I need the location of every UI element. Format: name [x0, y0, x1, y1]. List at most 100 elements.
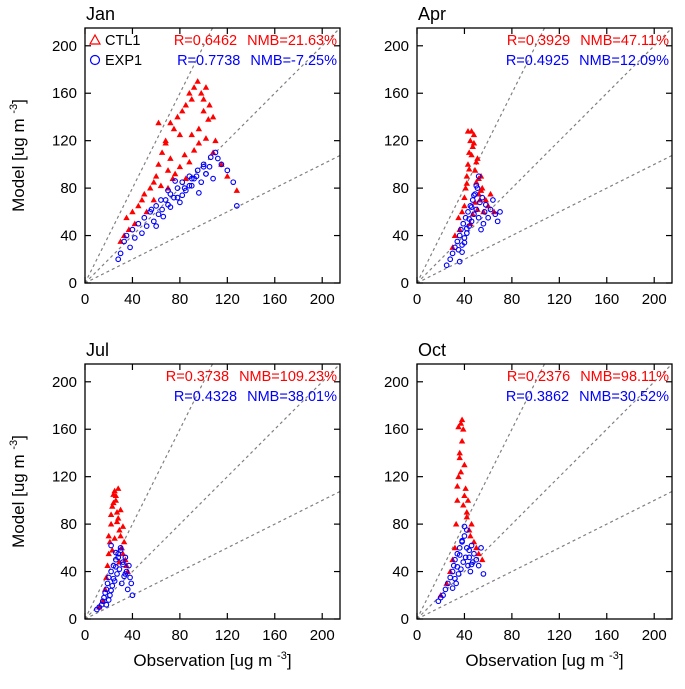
data-points [94, 485, 136, 613]
y-tick-label: 0 [401, 275, 409, 292]
y-tick-label: 80 [60, 516, 77, 533]
ctl1-point [451, 544, 459, 551]
ctl1-point [474, 155, 481, 161]
exp1-point [487, 206, 494, 213]
ctl1-point [475, 550, 482, 557]
exp1-point [460, 220, 467, 227]
ctl1-point [123, 214, 130, 221]
exp1-point [108, 587, 114, 594]
x-tick-label: 160 [262, 291, 287, 308]
ctl1-point [135, 202, 142, 209]
exp1-point [127, 574, 133, 581]
ctl1-point [468, 520, 475, 527]
panel-apr: 0 40 80 120 160 200 0 40 80 120 160 200 Apr R=0.3929 N… [384, 4, 673, 308]
exp1-point [463, 225, 470, 232]
ctl1-point [155, 119, 162, 126]
exp1-point [203, 171, 209, 177]
stats-exp1: R=0.4328 NMB=38.01% [174, 389, 337, 405]
exp1-point [108, 568, 114, 575]
ctl1-point [470, 139, 478, 146]
x-tick-label: 160 [594, 291, 619, 308]
exp1-point [193, 173, 200, 180]
y-tick-label: 160 [52, 421, 77, 438]
ctl1-point [182, 101, 190, 108]
panel-jul: 0 40 80 120 160 200 0 40 80 120 160 200 Jul R=0.3738 N… [8, 340, 341, 670]
exp1-point [155, 211, 162, 218]
ctl1-point [111, 535, 118, 541]
ctl1-point [452, 520, 460, 527]
x-tick-label: 80 [504, 627, 521, 644]
ctl1-point [463, 180, 471, 186]
x-tick-label: 120 [215, 291, 240, 308]
x-tick-label: 0 [81, 627, 89, 644]
plot-frame [84, 27, 341, 284]
exp1-point [114, 571, 120, 577]
exp1-point [465, 562, 471, 569]
exp1-point [186, 182, 193, 189]
exp1-point [206, 163, 213, 170]
ctl1-point [206, 101, 213, 108]
ctl1-point [110, 499, 117, 506]
x-tick-label: 120 [215, 627, 240, 644]
exp1-point [456, 232, 463, 239]
exp1-point [153, 203, 160, 209]
ctl1-point [107, 520, 115, 527]
exp1-point [469, 197, 476, 203]
data-points [115, 78, 241, 263]
y-tick-label: 200 [52, 374, 77, 391]
ctl1-point [468, 151, 475, 158]
exp1-point [475, 173, 482, 180]
ctl1-point [105, 550, 112, 557]
exp1-point [103, 601, 110, 608]
ctl1-point [469, 211, 476, 217]
ctl1-point [158, 149, 166, 155]
ctl1-point [176, 163, 184, 170]
exp1-point [456, 544, 463, 551]
exp1-point [99, 598, 106, 605]
ctl1-point [162, 139, 169, 146]
x-tick-label: 0 [413, 291, 421, 308]
ctl1-point [188, 95, 195, 102]
ctl1-point [194, 78, 201, 84]
ctl1-point [107, 511, 115, 518]
y-tick-label: 120 [52, 469, 77, 486]
exp1-point [475, 562, 482, 569]
ctl1-point [455, 473, 462, 480]
legend-marker-exp1 [89, 54, 101, 66]
ctl1-point [176, 131, 184, 138]
ctl1-point [212, 137, 219, 144]
y-tick-label: 80 [392, 180, 409, 197]
x-tick-label: 40 [456, 627, 473, 644]
x-tick-label: 200 [642, 291, 667, 308]
exp1-point [466, 554, 473, 561]
exp1-point [233, 203, 240, 209]
guide-line-0.5 [85, 154, 340, 283]
exp1-point [480, 571, 487, 577]
ctl1-point [477, 187, 485, 193]
exp1-point [109, 582, 116, 589]
exp1-point [471, 550, 477, 557]
exp1-point [188, 182, 195, 189]
exp1-point [465, 208, 471, 215]
exp1-point [460, 559, 467, 565]
ctl1-point [181, 151, 188, 158]
exp1-point [462, 554, 469, 561]
panel-title: Jul [86, 340, 109, 360]
ctl1-point [104, 562, 111, 569]
ctl1-point [454, 482, 461, 489]
ctl1-point [152, 173, 160, 179]
exp1-point [485, 214, 492, 221]
exp1-point [160, 213, 167, 220]
exp1-point [174, 194, 181, 201]
y-tick-label: 200 [384, 38, 409, 55]
ctl1-point [463, 173, 471, 179]
exp1-point [452, 556, 458, 563]
exp1-point [165, 187, 171, 194]
legend-label: EXP1 [105, 53, 142, 69]
ctl1-point [115, 485, 122, 491]
exp1-point [449, 585, 456, 592]
ctl1-point [171, 170, 179, 177]
ctl1-point [463, 513, 471, 520]
x-tick-label: 40 [456, 291, 473, 308]
ctl1-point [469, 143, 476, 150]
